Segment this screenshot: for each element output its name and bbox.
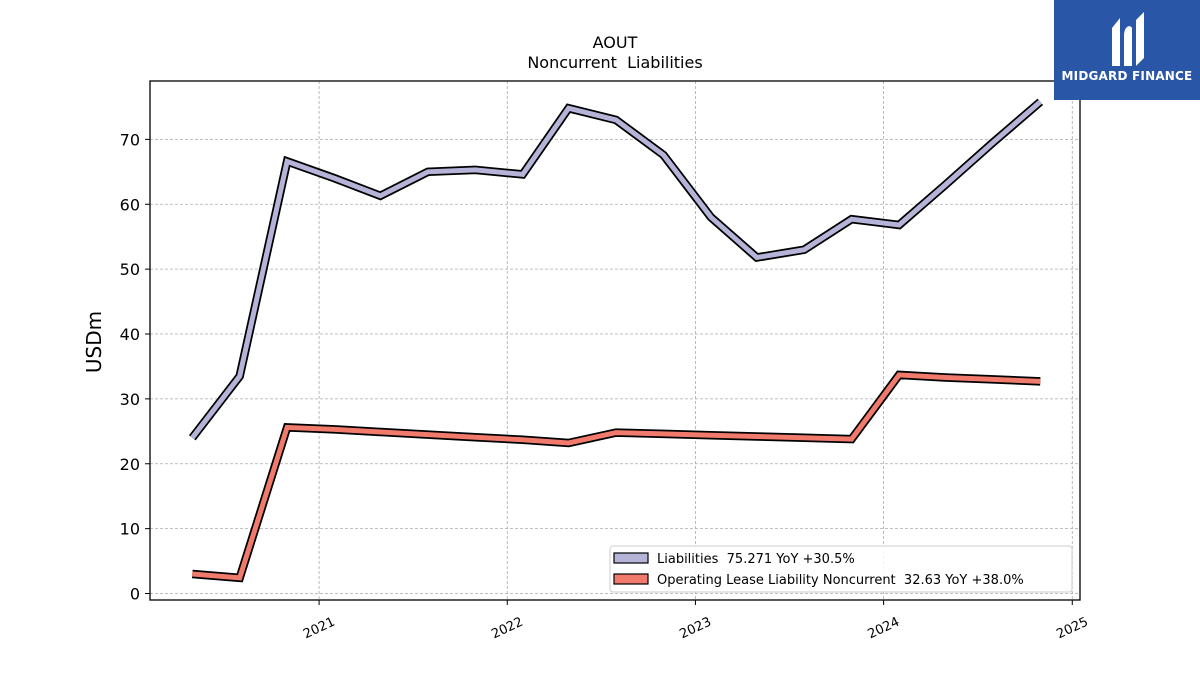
legend-label-operating-lease: Operating Lease Liability Noncurrent 32.… [657,573,1024,588]
x-tick-label: 2024 [866,615,902,643]
logo-mark-icon [1112,12,1144,66]
chart-subtitle: Noncurrent Liabilities [527,53,702,72]
series-line-0 [190,99,1042,440]
x-tick-label: 2023 [677,615,713,643]
y-tick-label: 30 [120,390,140,409]
x-tick-label: 2025 [1054,615,1090,643]
x-tick-label: 2021 [301,615,337,643]
y-tick-label: 40 [120,325,140,344]
legend-swatch-operating-lease [613,573,649,585]
logo-text: MIDGARD FINANCE [1061,69,1193,83]
series-layer [188,98,1044,583]
y-axis: 0 10 20 30 40 50 60 70 [120,130,150,604]
legend-box [609,545,1073,593]
brand-logo: MIDGARD FINANCE [1054,0,1200,100]
series-line-1 [192,372,1041,581]
legend-label-liabilities: Liabilities 75.271 YoY +30.5% [657,552,855,567]
series-outline-0 [188,98,1044,441]
y-tick-label: 0 [130,585,140,604]
grid [150,81,1080,600]
x-axis: 2021 2022 2023 2024 2025 [301,600,1091,642]
y-tick-label: 20 [120,455,140,474]
chart-title: AOUT [593,33,638,52]
y-tick-label: 10 [120,520,140,539]
y-axis-label: USDm [82,311,106,373]
legend: Liabilities 75.271 YoY +30.5% Operating … [609,545,1073,593]
plot-frame [149,80,1081,601]
legend-swatch-liabilities [613,552,649,564]
y-tick-label: 70 [120,130,140,149]
y-tick-label: 50 [120,260,140,279]
y-tick-label: 60 [120,195,140,214]
x-tick-label: 2022 [489,615,525,643]
